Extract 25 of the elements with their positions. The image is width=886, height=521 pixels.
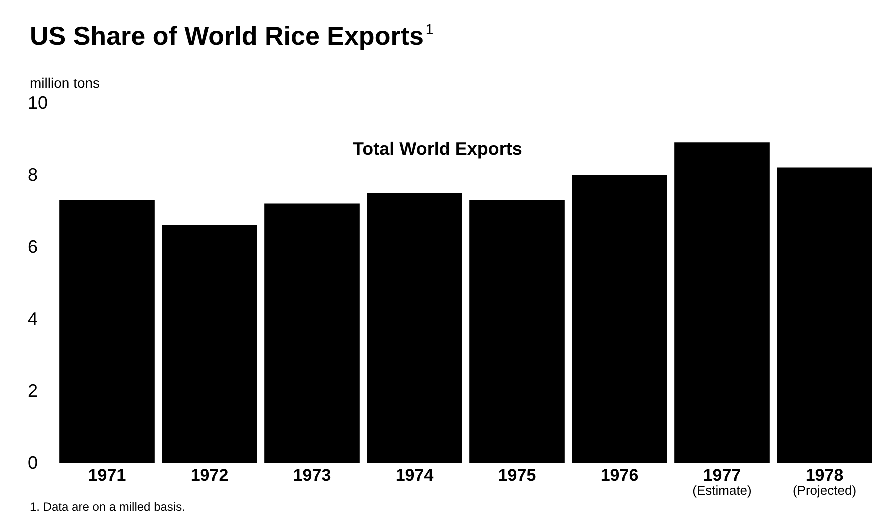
x-tick-label: 1973 (293, 466, 332, 485)
y-axis-title: million tons (30, 75, 100, 91)
y-tick-label: 6 (28, 237, 38, 257)
text: Total World Exports (353, 139, 522, 159)
bar (60, 200, 155, 463)
y-tick-label: 8 (28, 165, 38, 185)
x-tick-label: 1974 (396, 466, 434, 485)
x-tick-label: 1975 (498, 466, 536, 485)
x-tick-label: 1978 (Projected) (792, 466, 857, 498)
bar (264, 204, 360, 463)
x-tick-label: 1971 (88, 466, 126, 485)
x-tick-label: 1977 (Estimate) (692, 466, 752, 498)
y-tick-label: 4 (28, 309, 38, 329)
bar (777, 168, 872, 463)
bar (572, 175, 668, 463)
y-tick-label: 10 (28, 93, 48, 113)
bar (162, 225, 258, 463)
text: 1. Data are on a milled basis. (30, 500, 186, 514)
bar (367, 193, 462, 463)
y-tick-label: 0 (28, 453, 38, 473)
y-tick-label: 2 (28, 381, 38, 401)
bar (470, 200, 565, 463)
x-tick-label: 1972 (190, 466, 229, 485)
bar (674, 142, 770, 463)
x-tick-label: 1976 (600, 466, 639, 485)
